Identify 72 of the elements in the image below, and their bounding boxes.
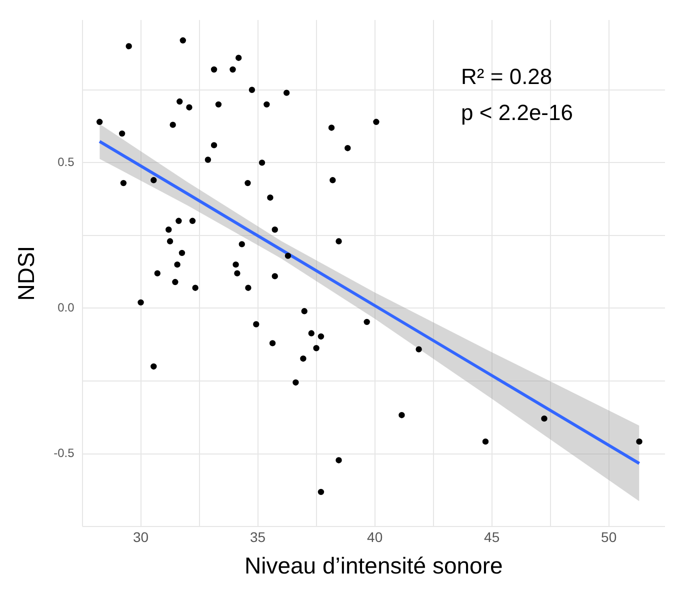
- point: [174, 261, 180, 268]
- point: [166, 238, 174, 244]
- point: [245, 284, 252, 291]
- x-tick-label: 40: [367, 528, 383, 545]
- point: [189, 218, 196, 224]
- point: [234, 270, 240, 276]
- point: [264, 101, 270, 108]
- point: [244, 180, 251, 186]
- point: [318, 488, 324, 496]
- y-axis-title: NDSI: [13, 246, 40, 301]
- point: [236, 54, 242, 61]
- point: [482, 438, 489, 445]
- point: [636, 438, 642, 445]
- point: [328, 124, 335, 131]
- point: [272, 273, 278, 280]
- x-tick-label: 35: [250, 528, 266, 545]
- point: [258, 160, 266, 166]
- point: [416, 346, 422, 352]
- point: [284, 252, 292, 259]
- point: [230, 66, 236, 73]
- annotation: p < 2.2e-16: [461, 100, 573, 126]
- point: [398, 412, 405, 418]
- point: [210, 66, 218, 73]
- point: [96, 118, 103, 126]
- y-tick-label: 0.5: [58, 154, 75, 169]
- point: [238, 241, 245, 248]
- y-tick-label: -0.5: [54, 446, 75, 460]
- point: [186, 104, 192, 110]
- point: [253, 321, 260, 328]
- point: [118, 130, 126, 137]
- point: [330, 177, 336, 184]
- point: [232, 261, 239, 268]
- x-tick-label: 50: [601, 528, 617, 545]
- point: [313, 345, 320, 352]
- point: [192, 284, 198, 291]
- point: [178, 250, 186, 256]
- point: [150, 177, 157, 184]
- y-tick-label: 0.0: [58, 300, 75, 315]
- point: [210, 142, 218, 148]
- point: [318, 333, 324, 340]
- point: [154, 270, 160, 276]
- point: [267, 194, 274, 201]
- x-axis-title: Niveau d’intensité sonore: [244, 552, 503, 579]
- point: [126, 43, 132, 50]
- point: [336, 457, 342, 464]
- point: [176, 218, 182, 224]
- point: [138, 299, 144, 306]
- x-tick-label: 45: [484, 528, 500, 545]
- x-tick-label: 30: [132, 528, 149, 545]
- point: [170, 122, 176, 128]
- point: [176, 98, 183, 105]
- point: [120, 180, 127, 186]
- point: [541, 415, 548, 422]
- point: [292, 379, 299, 386]
- point: [364, 318, 370, 326]
- point: [150, 363, 157, 370]
- point: [248, 86, 256, 93]
- annotation: R² = 0.28: [461, 64, 552, 90]
- point: [166, 226, 172, 233]
- point: [301, 308, 308, 314]
- point: [300, 356, 306, 362]
- point: [172, 278, 178, 286]
- point: [344, 145, 351, 152]
- point: [180, 37, 186, 44]
- point: [269, 340, 276, 346]
- point: [373, 118, 380, 126]
- point: [204, 156, 212, 163]
- point: [272, 226, 278, 233]
- point: [308, 330, 314, 336]
- point: [283, 90, 290, 96]
- point: [215, 101, 222, 108]
- point: [336, 238, 342, 244]
